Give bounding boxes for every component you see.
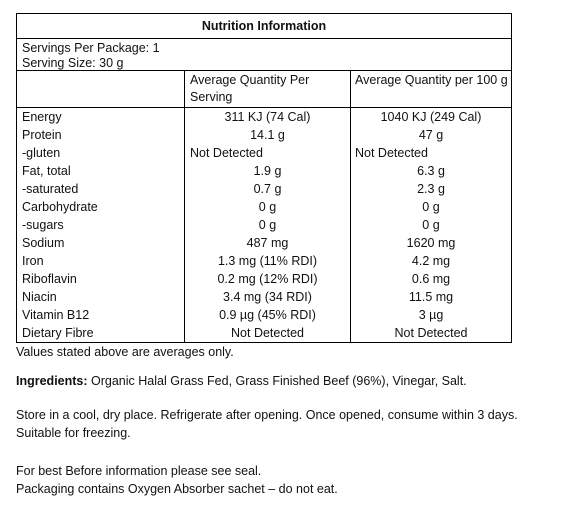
table-row: Riboflavin 0.2 mg (12% RDI) 0.6 mg	[17, 270, 511, 288]
per-100g-value: 4.2 mg	[350, 252, 511, 270]
per-serving-value: 0.7 g	[184, 180, 350, 198]
ingredients-section: Ingredients: Organic Halal Grass Fed, Gr…	[16, 372, 556, 390]
nutrient-name: Sodium	[22, 236, 65, 250]
header-per-100g: Average Quantity per 100 g	[350, 71, 511, 107]
serving-info: Servings Per Package: 1 Serving Size: 30…	[17, 39, 511, 71]
table-row: Energy 311 KJ (74 Cal) 1040 KJ (249 Cal)	[17, 108, 511, 126]
nutrient-name: Carbohydrate	[22, 200, 98, 214]
per-serving-value: 311 KJ (74 Cal)	[184, 108, 350, 126]
per-serving-value: 1.9 g	[184, 162, 350, 180]
per-100g-value: 6.3 g	[350, 162, 511, 180]
table-row: Protein 14.1 g 47 g	[17, 126, 511, 144]
nutrient-name: Niacin	[22, 290, 57, 304]
ingredients-label: Ingredients:	[16, 374, 88, 388]
table-row: -gluten Not Detected Not Detected	[17, 144, 511, 162]
per-100g-value: 1040 KJ (249 Cal)	[350, 108, 511, 126]
per-100g-value: 11.5 mg	[350, 288, 511, 306]
serving-size: Serving Size: 30 g	[22, 56, 124, 70]
table-row: Sodium 487 mg 1620 mg	[17, 234, 511, 252]
best-before-note: For best Before information please see s…	[16, 464, 262, 478]
header-nutrient-cell	[17, 71, 184, 107]
per-100g-value: Not Detected	[350, 324, 511, 342]
header-per-serving: Average Quantity Per Serving	[184, 71, 350, 107]
nutrient-name: Dietary Fibre	[22, 326, 94, 340]
table-row: Niacin 3.4 mg (34 RDI) 11.5 mg	[17, 288, 511, 306]
per-serving-value: 3.4 mg (34 RDI)	[184, 288, 350, 306]
table-row: Fat, total 1.9 g 6.3 g	[17, 162, 511, 180]
table-row: -saturated 0.7 g 2.3 g	[17, 180, 511, 198]
nutrient-name: Riboflavin	[22, 272, 77, 286]
nutrient-name: Protein	[22, 128, 62, 142]
table-row: Dietary Fibre Not Detected Not Detected	[17, 324, 511, 342]
panel-title: Nutrition Information	[17, 14, 511, 39]
packaging-section: For best Before information please see s…	[16, 462, 556, 498]
servings-per-package: Servings Per Package: 1	[22, 41, 160, 55]
per-100g-value: 1620 mg	[350, 234, 511, 252]
table-row: Iron 1.3 mg (11% RDI) 4.2 mg	[17, 252, 511, 270]
averages-note: Values stated above are averages only.	[16, 343, 556, 361]
ingredients-line: Ingredients: Organic Halal Grass Fed, Gr…	[16, 372, 556, 390]
per-serving-value: 0.2 mg (12% RDI)	[184, 270, 350, 288]
storage-line-1: Store in a cool, dry place. Refrigerate …	[16, 408, 518, 422]
per-100g-value: 2.3 g	[350, 180, 511, 198]
nutrient-name: Fat, total	[22, 164, 71, 178]
nutrient-name: Iron	[22, 254, 44, 268]
packaging-note: Packaging contains Oxygen Absorber sache…	[16, 482, 338, 496]
ingredients-text: Organic Halal Grass Fed, Grass Finished …	[87, 374, 467, 388]
table-header-row: Average Quantity Per Serving Average Qua…	[17, 71, 511, 108]
per-100g-value: 47 g	[350, 126, 511, 144]
nutrition-panel: Nutrition Information Servings Per Packa…	[16, 13, 512, 343]
per-serving-value: 0.9 µg (45% RDI)	[184, 306, 350, 324]
nutrient-name: Energy	[22, 110, 62, 124]
per-serving-value: 0 g	[184, 216, 350, 234]
nutrient-name: Vitamin B12	[22, 308, 90, 322]
per-100g-value: 0 g	[350, 198, 511, 216]
per-serving-value: 14.1 g	[184, 126, 350, 144]
per-serving-value: 487 mg	[184, 234, 350, 252]
averages-text: Values stated above are averages only.	[16, 345, 234, 359]
nutrient-name: -gluten	[22, 146, 61, 160]
per-100g-value: 0 g	[350, 216, 511, 234]
per-100g-value: 3 µg	[350, 306, 511, 324]
table-row: Vitamin B12 0.9 µg (45% RDI) 3 µg	[17, 306, 511, 324]
per-serving-value: 1.3 mg (11% RDI)	[184, 252, 350, 270]
nutrient-rows: Energy 311 KJ (74 Cal) 1040 KJ (249 Cal) Pr…	[17, 108, 511, 342]
per-serving-value: Not Detected	[184, 324, 350, 342]
per-100g-value: 0.6 mg	[350, 270, 511, 288]
per-100g-value: Not Detected	[350, 144, 511, 162]
per-serving-value: Not Detected	[184, 144, 350, 162]
storage-line-2: Suitable for freezing.	[16, 426, 131, 440]
per-serving-value: 0 g	[184, 198, 350, 216]
nutrient-name: -saturated	[22, 182, 79, 196]
storage-section: Store in a cool, dry place. Refrigerate …	[16, 406, 556, 442]
nutrient-name: -sugars	[22, 218, 64, 232]
